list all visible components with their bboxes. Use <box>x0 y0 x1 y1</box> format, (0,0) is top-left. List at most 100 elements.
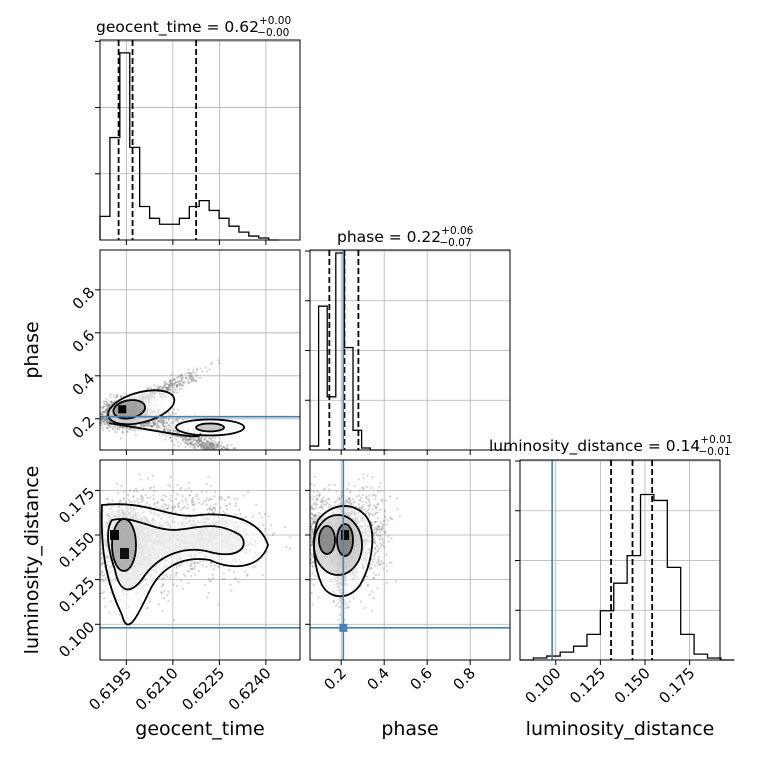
sample-point <box>199 438 202 441</box>
sample-point <box>101 426 104 430</box>
sample-point <box>205 440 208 443</box>
sample-point <box>201 502 204 506</box>
sample-point <box>188 441 192 445</box>
sample-point <box>188 436 192 439</box>
sample-point <box>201 440 204 444</box>
sample-point <box>118 501 121 504</box>
sample-point <box>272 531 275 535</box>
sample-point <box>127 498 130 502</box>
sample-point <box>63 573 65 575</box>
sample-point <box>103 421 106 424</box>
sample-point <box>252 464 254 466</box>
sample-point <box>150 387 153 390</box>
sample-point <box>202 443 206 446</box>
sample-point <box>100 562 104 566</box>
sample-point <box>177 382 180 386</box>
sample-point <box>185 439 188 443</box>
sample-point <box>163 428 166 431</box>
sample-point <box>168 379 172 382</box>
sample-point <box>197 439 200 442</box>
sample-point <box>95 551 97 553</box>
sample-point <box>232 571 236 574</box>
sample-point <box>193 443 197 446</box>
sample-point <box>234 462 236 464</box>
sample-point <box>149 422 152 425</box>
sample-point <box>173 383 176 386</box>
sample-point <box>104 605 107 608</box>
sample-point <box>213 444 217 447</box>
sample-point <box>207 447 210 450</box>
sample-point <box>190 377 193 380</box>
sample-point <box>245 461 247 463</box>
sample-point <box>221 452 223 454</box>
sample-point <box>145 423 149 426</box>
sample-point <box>175 564 179 567</box>
sample-point <box>241 453 243 455</box>
sample-point <box>116 482 119 485</box>
sample-point <box>164 380 167 384</box>
sample-point <box>105 417 108 420</box>
sample-point <box>97 537 99 539</box>
sample-point <box>167 388 171 391</box>
sample-point <box>192 445 195 448</box>
sample-point <box>126 429 129 432</box>
sample-point <box>95 552 97 554</box>
sample-point <box>208 442 212 445</box>
sample-point <box>161 385 164 389</box>
sample-point <box>220 445 223 448</box>
sample-point <box>201 436 204 439</box>
sample-point <box>106 426 109 429</box>
sample-point <box>226 452 228 454</box>
sample-point <box>152 425 155 428</box>
sample-point <box>209 497 212 501</box>
sample-point <box>105 411 108 414</box>
sample-point <box>169 385 172 388</box>
sample-point <box>212 455 214 457</box>
sample-point <box>252 454 254 456</box>
sample-point <box>121 430 125 433</box>
sample-point <box>203 447 206 450</box>
sample-point <box>216 455 218 457</box>
sample-point <box>180 384 183 387</box>
sample-point <box>161 577 164 580</box>
sample-point <box>166 387 169 390</box>
sample-point <box>244 468 246 470</box>
sample-point <box>187 382 191 385</box>
sample-point <box>226 507 229 511</box>
sample-point <box>192 371 195 374</box>
sample-point <box>186 437 189 441</box>
sample-point <box>210 447 213 450</box>
sample-point <box>182 384 185 387</box>
sample-point <box>244 515 247 518</box>
sample-point <box>239 455 241 457</box>
sample-point <box>190 490 193 493</box>
sample-point <box>157 419 160 422</box>
sample-point <box>171 382 174 385</box>
sample-point <box>169 436 173 439</box>
sample-point <box>210 445 213 448</box>
sample-point <box>169 414 172 417</box>
sample-point <box>187 438 190 441</box>
sample-point <box>83 409 85 411</box>
sample-point <box>174 497 178 501</box>
sample-point <box>108 429 111 432</box>
sample-point <box>180 376 183 379</box>
sample-point <box>170 380 173 383</box>
sample-point <box>144 424 147 427</box>
sample-point <box>97 521 99 523</box>
sample-point <box>207 442 211 445</box>
sample-point <box>113 400 116 403</box>
sample-point <box>208 579 211 583</box>
sample-point <box>205 442 208 446</box>
sample-point <box>115 394 119 397</box>
sample-point <box>212 443 215 447</box>
sample-point <box>109 420 112 423</box>
sample-point <box>161 592 164 595</box>
sample-point <box>104 403 107 406</box>
sample-point <box>186 442 189 446</box>
sample-point <box>234 456 236 458</box>
sample-point <box>104 410 107 413</box>
sample-point <box>181 383 184 387</box>
sample-point <box>213 495 216 498</box>
sample-point <box>106 405 109 408</box>
